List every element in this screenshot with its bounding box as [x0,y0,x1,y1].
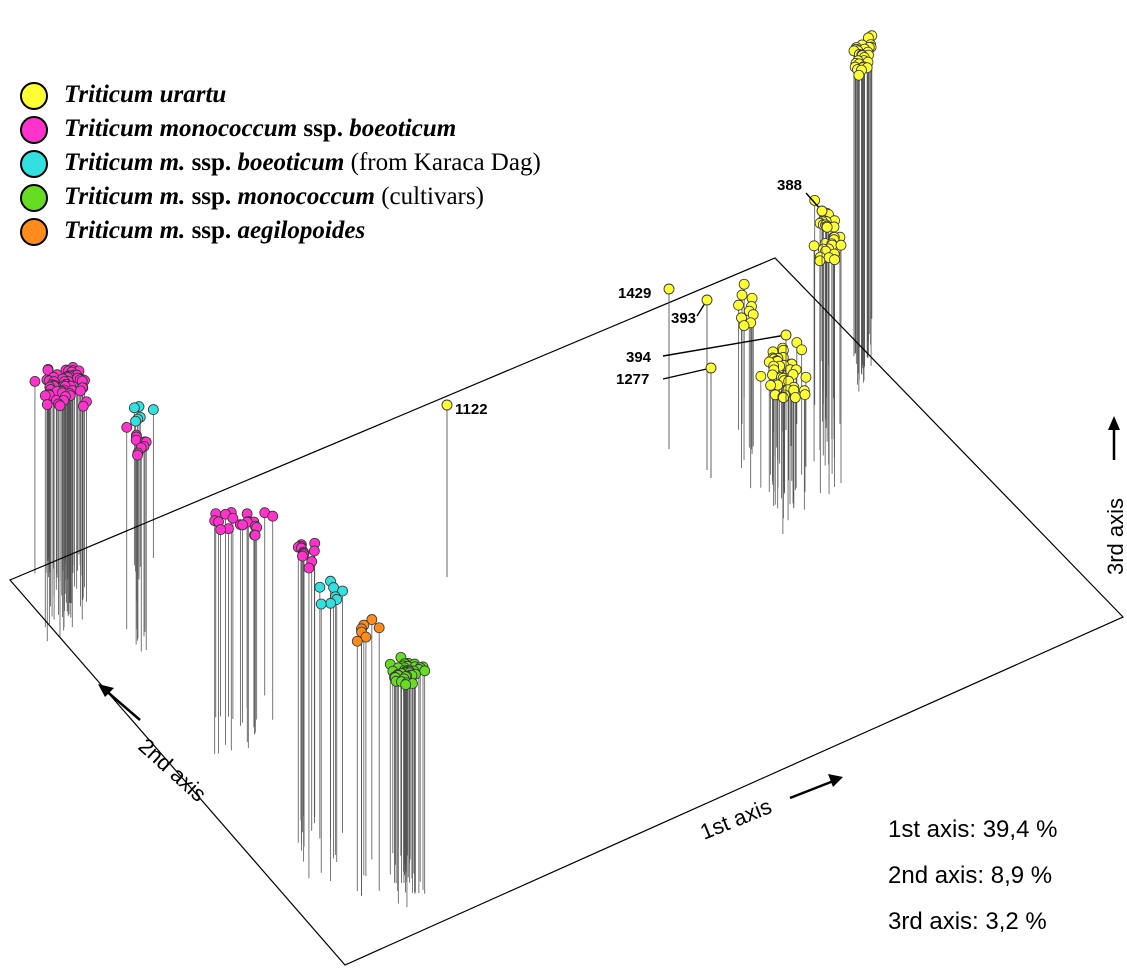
axis-1st-label: 1st axis [697,794,776,845]
point-label: 388 [777,177,802,194]
point-karaca [128,402,140,414]
labeled-point-1122: 1122 [441,399,488,577]
point-urartu [808,240,820,252]
point-boeoticum [227,512,239,524]
axis-1st-arrowhead [828,774,843,787]
labeled-point-marker [701,294,713,306]
variance-stats: 1st axis: 39,4 % 2nd axis: 8,9 % 3rd axis:… [888,815,1057,953]
labeled-point-393: 393 [671,294,713,470]
axis-1st-arrow [789,778,837,800]
point-boeoticum [237,519,248,531]
point-karaca [328,582,339,593]
axis-3rd: 3rd axis [1103,416,1127,575]
axis-2nd-label: 2nd axis [134,733,212,806]
legend-label: Triticum monococcum ssp. boeoticum [64,115,457,142]
point-urartu [789,392,801,403]
point-urartu [738,320,750,332]
leader-line [662,367,712,380]
legend-swatch [20,184,48,212]
point-urartu [767,369,778,381]
point-urartu [733,299,744,311]
point-boeoticum [132,449,143,461]
legend-swatch [20,150,48,178]
point-urartu [829,254,840,266]
point-urartu [799,389,811,400]
legend-label: Triticum m. ssp. monococcum (cultivars) [64,183,484,210]
point-boeoticum [75,385,86,397]
point-boeoticum [249,529,261,541]
point-urartu [814,255,826,267]
point-urartu [821,221,833,233]
labeled-point-marker [663,283,675,295]
point-label: 393 [671,310,696,327]
point-monococcum [419,665,431,677]
point-label: 1122 [455,401,488,418]
axis-1st: 1st axis [697,774,843,845]
point-urartu [765,379,777,391]
point-boeoticum [303,562,315,574]
stat-row: 2nd axis: 8,9 % [888,862,1053,889]
stem-lines [34,35,873,908]
labeled-point-1277: 1277 [616,362,717,478]
labeled-point-marker [441,399,453,411]
point-monococcum [400,679,412,690]
labeled-point-marker [705,362,717,374]
point-aegilopoides [351,635,363,647]
point-boeoticum [308,545,320,557]
point-urartu [736,289,748,301]
labeled-point-394: 394 [626,329,792,430]
point-boeoticum [121,421,133,433]
point-karaca [337,585,348,597]
axis-3rd-label: 3rd axis [1103,498,1127,575]
point-boeoticum [41,399,53,410]
point-urartu [853,69,865,81]
base-plane [9,257,1125,966]
point-label: 1277 [616,371,649,388]
point-urartu [777,392,789,403]
stat-row: 1st axis: 39,4 % [888,816,1058,843]
labeled-point-1429: 1429 [618,283,675,449]
point-boeoticum [39,390,51,402]
labeled-point-marker [780,329,792,341]
legend-label: Triticum m. ssp. boeoticum (from Karaca … [64,149,541,176]
point-annotations: 1122 1429 393 394 1277 388 [441,177,828,577]
point-urartu [755,370,767,382]
point-boeoticum [77,400,89,412]
point-aegilopoides [366,614,378,625]
point-label: 1429 [618,285,651,302]
point-label: 394 [626,349,652,366]
point-aegilopoides [360,631,372,643]
axis-3rd-arrowhead [1108,416,1120,430]
axis-2nd-arrow [103,688,141,721]
point-boeoticum [297,550,308,562]
labeled-point-388: 388 [777,177,828,361]
point-urartu [835,239,847,251]
point-karaca [147,404,159,415]
legend-label: Triticum urartu [64,81,227,108]
point-aegilopoides [373,622,385,634]
point-urartu [800,371,812,383]
point-urartu [796,344,808,356]
point-urartu [809,195,821,206]
data-points [29,30,878,690]
stat-row: 3rd axis: 3,2 % [888,908,1047,935]
axis-2nd-arrowhead [98,684,114,697]
legend-swatch [20,218,48,246]
legend-label: Triticum m. ssp. aegilopoides [64,217,366,244]
point-karaca [130,415,141,427]
axis-2nd: 2nd axis [98,684,211,807]
point-karaca [314,581,326,593]
point-karaca [325,597,337,609]
point-karaca [315,598,327,610]
point-boeoticum [54,400,66,412]
point-boeoticum [29,375,41,387]
leader-line [662,334,787,357]
point-urartu [738,278,750,290]
point-boeoticum [215,524,227,536]
labeled-point-marker [816,205,828,217]
legend-swatch [20,116,48,144]
point-boeoticum [267,510,279,522]
legend-swatch [20,82,48,110]
